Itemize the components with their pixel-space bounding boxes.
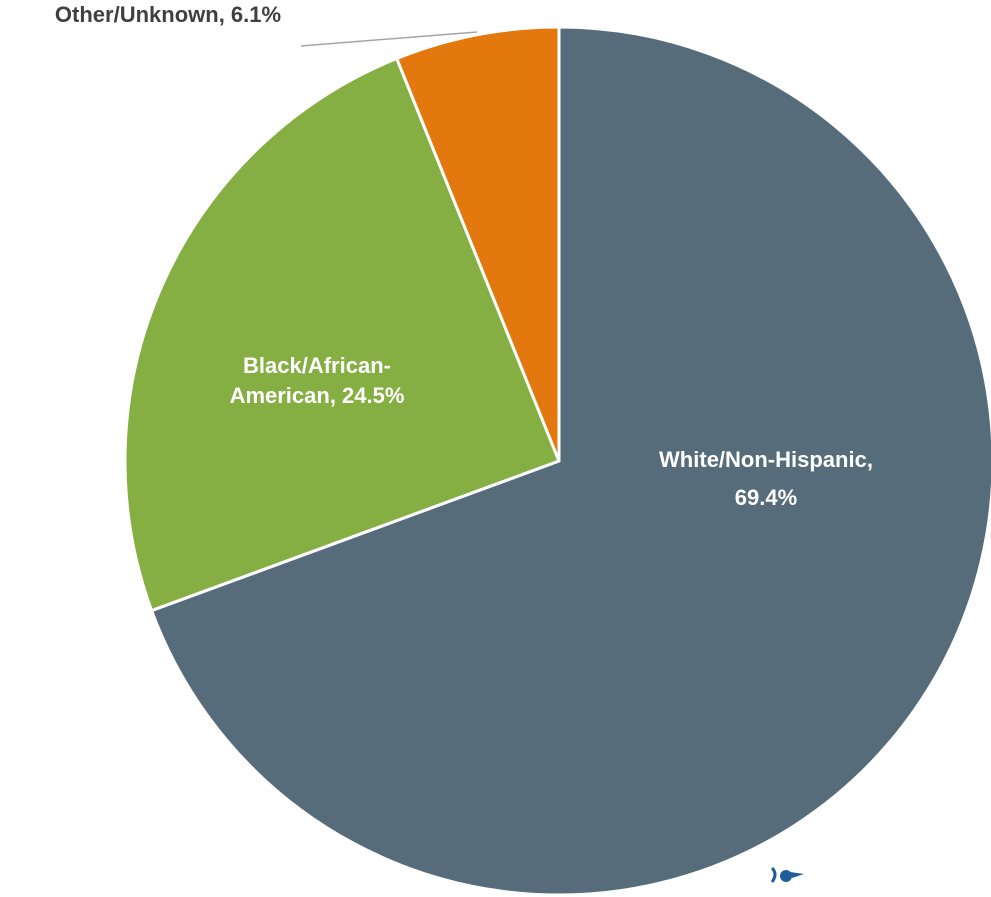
leader-lines bbox=[300, 31, 478, 47]
leader-line bbox=[300, 31, 478, 47]
slice-label-other-unknown: Other/Unknown, 6.1% bbox=[55, 2, 281, 27]
pie-slice-other-unknown bbox=[395, 25, 561, 463]
pie-slices bbox=[123, 25, 991, 897]
slice-label-black-african-american: Black/African-American, 24.5% bbox=[230, 353, 405, 408]
slice-label-white-non-hispanic: White/Non-Hispanic, 69.4% bbox=[659, 447, 873, 510]
slice-labels: White/Non-Hispanic, 69.4% Black/African-Am… bbox=[55, 2, 873, 510]
pie-slice-white-non-hispanic bbox=[150, 25, 991, 897]
pie-slice-black-african-american bbox=[123, 56, 561, 613]
organization-logo-icon bbox=[770, 866, 804, 883]
